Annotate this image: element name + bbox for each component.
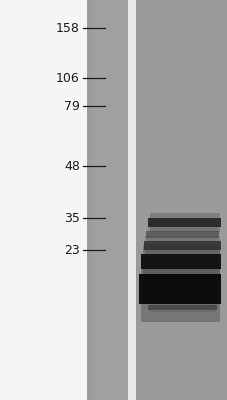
Bar [147,227,217,231]
Bar [127,0,135,400]
Bar [86,0,127,400]
Bar [143,241,220,250]
Bar [138,274,220,304]
Bar [140,256,219,274]
Bar [149,227,219,232]
Bar [149,310,214,312]
Bar [149,302,214,305]
Bar [140,304,219,322]
Text: 48: 48 [64,160,79,172]
Bar [147,238,217,242]
Bar [148,305,216,310]
Bar [86,0,92,400]
Bar [0,0,86,400]
Bar [148,218,220,227]
Text: 23: 23 [64,244,79,256]
Text: 106: 106 [56,72,79,84]
Bar [145,250,219,255]
Bar [145,236,219,241]
Text: 79: 79 [64,100,79,112]
Bar [142,269,219,278]
Bar [145,231,218,238]
Text: 35: 35 [64,212,79,224]
Bar [142,245,219,254]
Bar [149,213,219,218]
Bar [141,254,220,269]
Text: 158: 158 [56,22,79,34]
Bar [135,0,227,400]
